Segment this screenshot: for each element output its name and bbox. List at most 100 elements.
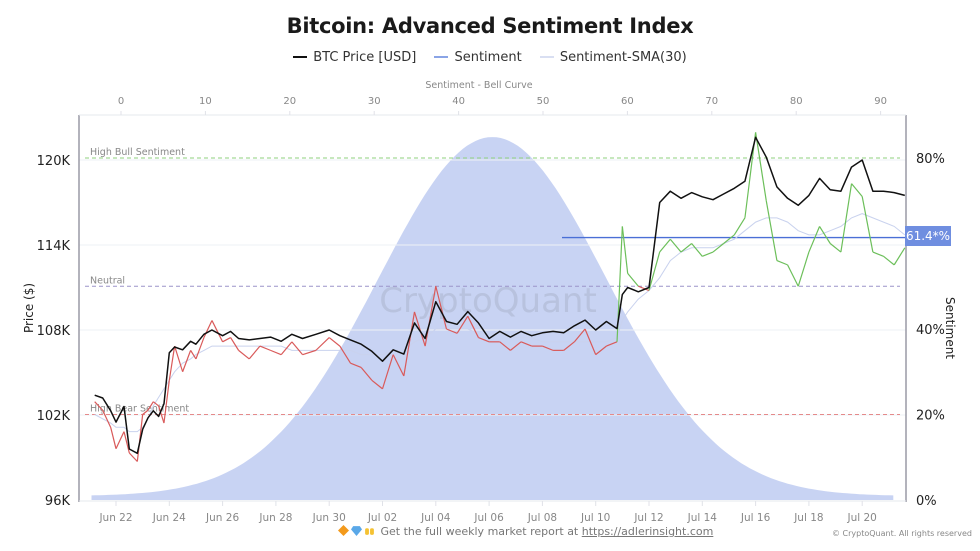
footer-link[interactable]: https://adlerinsight.com	[581, 525, 714, 538]
sentiment-segment	[413, 311, 426, 347]
footer-text: Get the full weekly market report at	[380, 525, 579, 538]
sentiment-segment	[110, 427, 117, 449]
sentiment-segment	[584, 328, 597, 355]
sentiment-segment	[102, 409, 112, 428]
sentiment-segment	[840, 183, 853, 253]
date-tick-label: Jul 02	[367, 512, 397, 524]
sentiment-segment	[94, 401, 104, 411]
sentiment-segment	[230, 337, 240, 351]
sentiment-segment	[638, 285, 650, 292]
legend-swatch-sentiment	[434, 56, 449, 58]
left-tick-label: 114K	[37, 239, 71, 254]
top-tick-label: 90	[874, 96, 887, 107]
right-tick-label: 0%	[916, 494, 937, 509]
sentiment-segment	[595, 345, 607, 356]
sentiment-segment	[123, 431, 130, 454]
sentiment-segment	[328, 337, 341, 347]
right-tick-label: 80%	[916, 152, 945, 167]
chart-title: Bitcoin: Advanced Sentiment Index	[286, 14, 694, 38]
sentiment-segment	[893, 247, 906, 266]
sentiment-segment	[765, 200, 778, 261]
date-tick-label: Jul 04	[420, 512, 451, 524]
sentiment-segment	[499, 341, 511, 351]
top-tick-label: 30	[368, 96, 381, 107]
top-tick-label: 10	[199, 96, 212, 107]
top-tick-label: 40	[452, 96, 465, 107]
sentiment-segment	[195, 337, 205, 360]
legend-item-sentiment-sma[interactable]: Sentiment-SMA(30)	[539, 49, 687, 65]
legend-item-sentiment[interactable]: Sentiment	[434, 50, 522, 65]
left-axis-label: Price ($)	[22, 283, 36, 333]
current-sentiment-badge: 61.4*%	[905, 226, 951, 246]
sentiment-segment	[702, 251, 714, 257]
sentiment-segment	[776, 260, 788, 266]
left-tick-label: 120K	[37, 154, 71, 169]
sentiment-segment	[819, 226, 831, 244]
sentiment-segment	[152, 401, 160, 407]
sentiment-segment	[829, 243, 842, 253]
sentiment-segment	[851, 183, 863, 197]
sentiment-segment	[403, 311, 416, 377]
reference-line-label: High Bear Sentiment	[90, 404, 189, 415]
left-tick-label: 96K	[45, 494, 71, 509]
legend-item-btc-price[interactable]: BTC Price [USD]	[293, 50, 416, 65]
sentiment-segment	[270, 349, 282, 356]
sentiment-segment	[659, 238, 671, 253]
sentiment-segment	[456, 315, 469, 334]
orange-diamond-icon	[338, 525, 349, 536]
copyright: © CryptoQuant. All rights reserved	[832, 529, 972, 538]
reference-line-label: High Bull Sentiment	[90, 147, 185, 158]
sentiment-segment	[669, 238, 682, 253]
sentiment-segment	[510, 341, 522, 351]
sentiment-segment	[648, 251, 661, 291]
reference-line-label: Neutral	[90, 275, 125, 286]
sentiment-segment	[381, 354, 394, 390]
date-tick-label: Jul 12	[633, 512, 663, 524]
top-tick-label: 0	[118, 96, 124, 107]
sentiment-segment	[446, 328, 458, 334]
sentiment-segment	[435, 286, 448, 330]
legend-label-sentiment-sma: Sentiment-SMA(30)	[559, 49, 687, 65]
footer-promo: Get the full weekly market report at htt…	[338, 525, 713, 538]
left-tick-label: 108K	[37, 324, 71, 339]
sentiment-segment	[883, 255, 895, 266]
date-tick-label: Jul 20	[847, 512, 877, 524]
date-tick-label: Jul 06	[473, 512, 504, 524]
date-tick-label: Jun 28	[258, 512, 292, 524]
sentiment-segment	[182, 350, 192, 372]
sentiment-segment	[691, 243, 703, 257]
date-tick-label: Jul 18	[793, 512, 823, 524]
sentiment-segment	[755, 132, 767, 201]
sentiment-segment	[542, 345, 554, 351]
sentiment-segment	[291, 341, 304, 356]
watermark: CryptoQuant	[379, 281, 597, 321]
sentiment-segment	[723, 234, 735, 244]
right-axis-label: Sentiment	[943, 297, 957, 359]
date-tick-label: Jun 26	[205, 512, 239, 524]
sentiment-segment	[872, 251, 884, 257]
raised-hands-icon	[365, 528, 374, 535]
top-tick-label: 50	[537, 96, 550, 107]
sentiment-segment	[424, 286, 437, 347]
sentiment-segment	[621, 226, 629, 274]
sentiment-segment	[147, 401, 154, 411]
sentiment-segment	[158, 405, 165, 424]
date-tick-label: Jun 22	[98, 512, 132, 524]
date-tick-label: Jul 14	[687, 512, 718, 524]
date-tick-label: Jul 08	[527, 512, 557, 524]
sentiment-segment	[222, 337, 231, 343]
sentiment-segment	[238, 349, 250, 360]
sentiment-segment	[808, 226, 821, 253]
sentiment-segment	[680, 243, 693, 253]
sentiment-segment	[128, 452, 138, 462]
sentiment-segment	[302, 349, 317, 356]
sentiment-sma-line	[94, 213, 906, 433]
sentiment-segment	[211, 320, 224, 343]
gem-icon	[351, 526, 362, 536]
sentiment-segment	[339, 345, 352, 364]
sentiment-segment	[203, 320, 213, 338]
legend-label-btc-price: BTC Price [USD]	[313, 49, 417, 65]
date-tick-label: Jul 16	[740, 512, 771, 524]
sentiment-segment	[573, 328, 586, 343]
